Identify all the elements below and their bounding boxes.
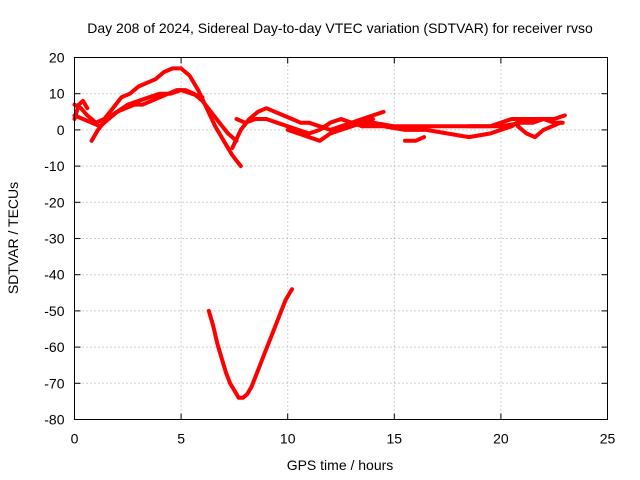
series-line-arc-3 bbox=[89, 88, 205, 143]
x-axis-label: GPS time / hours bbox=[287, 457, 394, 473]
x-tick-label: 10 bbox=[280, 431, 296, 447]
series-line-arc-9 bbox=[360, 117, 535, 140]
y-tick-label: -20 bbox=[44, 194, 64, 210]
series-line-arc-5 bbox=[230, 106, 386, 150]
y-tick-label: -80 bbox=[44, 412, 64, 428]
series-line-arc-10 bbox=[403, 135, 427, 143]
chart-title: Day 208 of 2024, Sidereal Day-to-day VTE… bbox=[87, 20, 593, 36]
x-tick-label: 20 bbox=[493, 431, 509, 447]
y-tick-label: -50 bbox=[44, 303, 64, 319]
series-line-arc-11 bbox=[466, 117, 565, 129]
y-tick-label: -10 bbox=[44, 158, 64, 174]
x-tick-label: 25 bbox=[600, 431, 616, 447]
x-tick-label: 0 bbox=[71, 431, 79, 447]
y-tick-label: -70 bbox=[44, 375, 64, 391]
series-line-arc-12 bbox=[516, 120, 563, 140]
series-line-arc-1 bbox=[72, 66, 243, 169]
grid bbox=[74, 57, 608, 420]
series-line-arc-6 bbox=[234, 117, 365, 136]
y-tick-label: -40 bbox=[44, 267, 64, 283]
y-tick-label: 10 bbox=[49, 86, 65, 102]
series-line-arc-4 bbox=[72, 98, 90, 121]
y-tick-label: -30 bbox=[44, 231, 64, 247]
y-tick-label: 0 bbox=[57, 122, 65, 138]
y-axis-label: SDTVAR / TECUs bbox=[5, 182, 21, 294]
series-group bbox=[72, 66, 567, 400]
y-tick-label: 20 bbox=[49, 50, 65, 66]
ticks: 20 10 0 -10 -20 -30 -40 -50 -60 -70 -80 0 5 10 15 20 25 bbox=[44, 50, 615, 447]
x-tick-label: 15 bbox=[387, 431, 403, 447]
x-tick-label: 5 bbox=[177, 431, 185, 447]
series-line-arc-13 bbox=[206, 287, 294, 400]
plot-frame bbox=[74, 57, 608, 420]
series-line-arc-2 bbox=[72, 88, 239, 143]
y-tick-label: -60 bbox=[44, 339, 64, 355]
